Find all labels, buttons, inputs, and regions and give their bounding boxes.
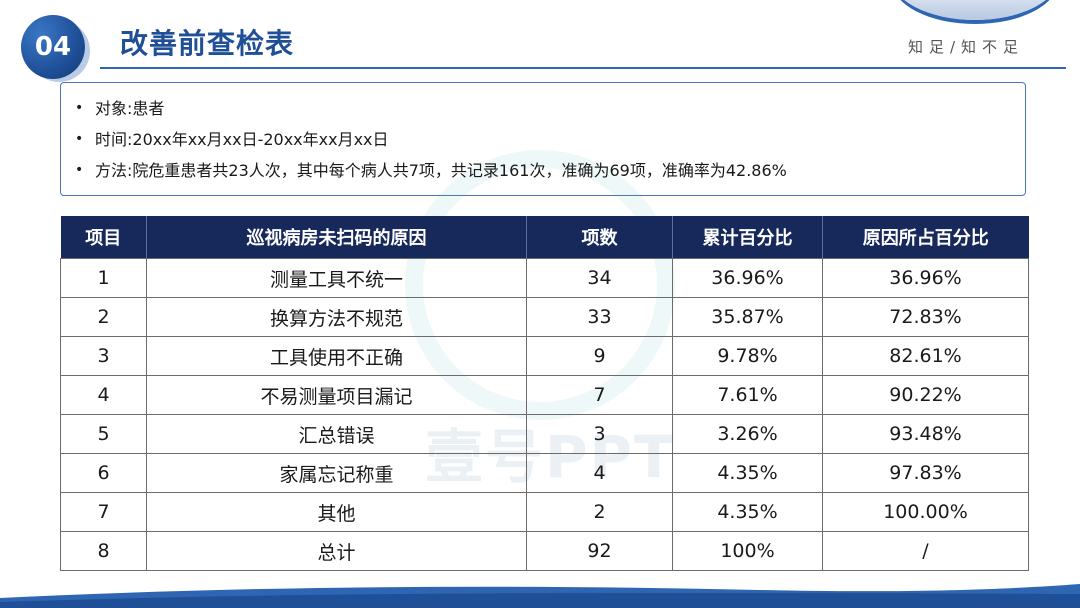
cell-reason: 不易测量项目漏记	[146, 375, 527, 415]
cell-share: 72.83%	[822, 297, 1029, 337]
info-item-subject: 对象:患者	[75, 93, 1011, 124]
cell-item: 6	[60, 453, 147, 493]
info-box: 对象:患者 时间:20xx年xx月xx日-20xx年xx月xx日 方法:院危重患…	[60, 82, 1026, 196]
cell-share: 97.83%	[822, 453, 1029, 493]
header-count: 项数	[526, 216, 673, 259]
table-row: 7 其他 2 4.35% 100.00%	[60, 492, 1029, 532]
cell-item: 5	[60, 414, 147, 454]
cell-item: 7	[60, 492, 147, 532]
table-row: 3 工具使用不正确 9 9.78% 82.61%	[60, 336, 1029, 376]
table-header-row: 项目 巡视病房未扫码的原因 项数 累计百分比 原因所占百分比	[60, 216, 1029, 259]
cell-cumulative: 4.35%	[672, 492, 823, 532]
cell-cumulative: 7.61%	[672, 375, 823, 415]
cell-item: 2	[60, 297, 147, 337]
header-cumulative: 累计百分比	[672, 216, 823, 259]
cell-share: 90.22%	[822, 375, 1029, 415]
cell-reason: 汇总错误	[146, 414, 527, 454]
cell-share: 36.96%	[822, 258, 1029, 298]
cell-count: 2	[526, 492, 673, 532]
cell-count: 92	[526, 531, 673, 571]
decorative-arc	[890, 0, 1060, 20]
cell-share: 93.48%	[822, 414, 1029, 454]
cell-cumulative: 3.26%	[672, 414, 823, 454]
cell-share: /	[822, 531, 1029, 571]
table-row: 1 测量工具不统一 34 36.96% 36.96%	[60, 258, 1029, 298]
info-item-method: 方法:院危重患者共23人次，其中每个病人共7项，共记录161次，准确为69项，准…	[75, 155, 1011, 186]
table-row: 5 汇总错误 3 3.26% 93.48%	[60, 414, 1029, 454]
cell-count: 33	[526, 297, 673, 337]
check-table: 项目 巡视病房未扫码的原因 项数 累计百分比 原因所占百分比 1 测量工具不统一…	[60, 216, 1029, 571]
cell-count: 7	[526, 375, 673, 415]
header-divider	[100, 67, 1066, 69]
header-reason: 巡视病房未扫码的原因	[146, 216, 527, 259]
cell-item: 3	[60, 336, 147, 376]
cell-count: 9	[526, 336, 673, 376]
header-item: 项目	[60, 216, 147, 259]
cell-cumulative: 9.78%	[672, 336, 823, 376]
cell-cumulative: 36.96%	[672, 258, 823, 298]
slogan: 知足/知不足	[907, 38, 1024, 56]
cell-reason: 工具使用不正确	[146, 336, 527, 376]
section-number-badge: 04	[21, 15, 85, 79]
cell-reason: 其他	[146, 492, 527, 532]
cell-count: 3	[526, 414, 673, 454]
cell-cumulative: 100%	[672, 531, 823, 571]
cell-count: 34	[526, 258, 673, 298]
cell-reason: 总计	[146, 531, 527, 571]
cell-share: 82.61%	[822, 336, 1029, 376]
cell-count: 4	[526, 453, 673, 493]
info-item-time: 时间:20xx年xx月xx日-20xx年xx月xx日	[75, 124, 1011, 155]
cell-item: 8	[60, 531, 147, 571]
cell-reason: 换算方法不规范	[146, 297, 527, 337]
page-title: 改善前查检表	[120, 27, 295, 60]
cell-item: 1	[60, 258, 147, 298]
table-row: 6 家属忘记称重 4 4.35% 97.83%	[60, 453, 1029, 493]
cell-share: 100.00%	[822, 492, 1029, 532]
cell-cumulative: 35.87%	[672, 297, 823, 337]
cell-reason: 测量工具不统一	[146, 258, 527, 298]
info-list: 对象:患者 时间:20xx年xx月xx日-20xx年xx月xx日 方法:院危重患…	[75, 93, 1011, 186]
bottom-wave-decoration	[0, 584, 1080, 608]
section-number: 04	[34, 32, 72, 62]
table-row: 4 不易测量项目漏记 7 7.61% 90.22%	[60, 375, 1029, 415]
header-share: 原因所占百分比	[822, 216, 1029, 259]
table-row-total: 8 总计 92 100% /	[60, 531, 1029, 571]
table-row: 2 换算方法不规范 33 35.87% 72.83%	[60, 297, 1029, 337]
cell-item: 4	[60, 375, 147, 415]
cell-reason: 家属忘记称重	[146, 453, 527, 493]
cell-cumulative: 4.35%	[672, 453, 823, 493]
